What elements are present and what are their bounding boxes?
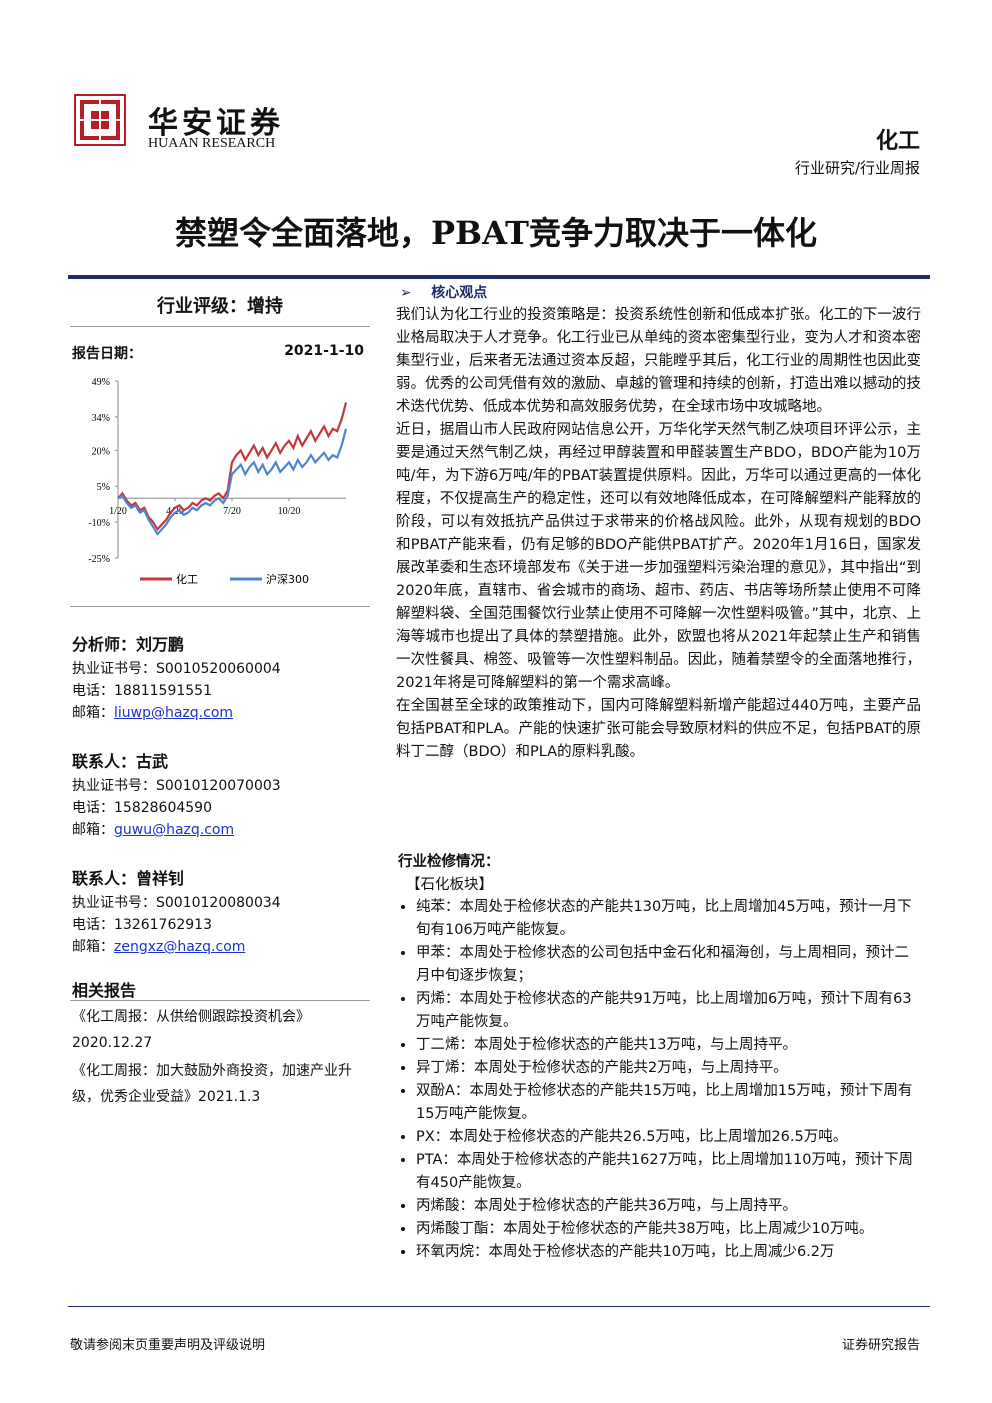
logo-cn: 华安证券 (148, 106, 284, 141)
footer-rule (68, 1306, 930, 1307)
report-type: 行业研究/行业周报 (794, 159, 920, 177)
contact-cert: 执业证书号：S0010520060004 (72, 661, 281, 677)
x-tick-label: 10/20 (278, 506, 301, 517)
email[interactable]: guwu@hazq.com (114, 822, 235, 838)
legend-label: 化工 (176, 572, 198, 586)
contact: 分析师：刘万鹏执业证书号：S0010520060004 电话：1881159155… (72, 632, 372, 749)
maint-item: 异丁烯：本周处于检修状态的产能共2万吨，与上周持平。 (416, 1057, 921, 1080)
series-line (117, 402, 348, 532)
y-tick-label: -10% (88, 518, 110, 529)
report-date: 2021-1-10 (284, 343, 364, 359)
y-tick-label: 20% (92, 446, 110, 457)
y-tick-label: 49% (92, 377, 110, 388)
paragraph: 在全国甚至全球的政策推动下，国内可降解塑料新增产能超过440万吨，主要产品包括P… (396, 698, 921, 760)
contacts: 分析师：刘万鹏执业证书号：S0010520060004 电话：1881159155… (72, 632, 372, 983)
maint-title: 行业检修情况： (398, 854, 500, 870)
core-body: 我们认为化工行业的投资策略是：投资系统性创新和低成本扩张。化工的下一波行业格局取… (396, 304, 921, 764)
footer-right: 证券研究报告 (841, 1338, 920, 1353)
contact-phone: 电话：18811591551 (72, 683, 212, 699)
maint-item: PX：本周处于检修状态的产能共26.5万吨，比上周增加26.5万吨。 (416, 1126, 921, 1149)
email-label: 邮箱： (72, 939, 114, 955)
contact-title: 联系人：古武 (72, 752, 169, 771)
report-title: 禁塑令全面落地，PBAT竞争力取决于一体化 (174, 214, 817, 252)
email[interactable]: liuwp@hazq.com (114, 705, 234, 721)
maint-item: 双酚A：本周处于检修状态的产能共15万吨，比上周增加15万吨，预计下周有15万吨… (416, 1080, 921, 1126)
contact-email-row: 邮箱：zengxz@hazq.com (72, 936, 372, 958)
rule (70, 326, 370, 327)
y-tick-label: 34% (92, 413, 110, 424)
paragraph: 近日，据眉山市人民政府网站信息公开，万华化学天然气制乙炔项目环评公示，主要是通过… (396, 422, 921, 691)
contact-title: 联系人：曾祥钊 (72, 869, 185, 888)
email[interactable]: zengxz@hazq.com (114, 939, 246, 955)
y-tick-label: 5% (97, 482, 110, 493)
related-title: 相关报告 (72, 981, 137, 1000)
maint-item: 丙烯酸丁酯：本周处于检修状态的产能共38万吨，比上周减少10万吨。 (416, 1218, 921, 1241)
contact-email-row: 邮箱：guwu@hazq.com (72, 819, 372, 841)
maint-item: 纯苯：本周处于检修状态的产能共130万吨，比上周增加45万吨，预计一月下旬有10… (416, 896, 921, 942)
contact-cert: 执业证书号：S0010120080034 (72, 895, 281, 911)
contact: 联系人：曾祥钊执业证书号：S0010120080034 电话：1326176291… (72, 866, 372, 983)
maint-section: 【石化板块】 (406, 877, 493, 893)
maint-item: 丙烯酸：本周处于检修状态的产能共36万吨，与上周持平。 (416, 1195, 921, 1218)
related-list: 《化工周报：从供给侧跟踪投资机会》2020.12.27 《化工周报：加大鼓励外商投… (72, 1002, 367, 1110)
contact-phone: 电话：15828604590 (72, 800, 212, 816)
maint-item: 甲苯：本周处于检修状态的公司包括中金石化和福海创，与上周相同，预计二月中旬逐步恢… (416, 942, 921, 988)
rule (70, 606, 370, 607)
y-tick-label: -25% (88, 554, 110, 565)
title-rule (68, 275, 930, 279)
contact-email-row: 邮箱：liuwp@hazq.com (72, 702, 372, 724)
maint-item: 丙烯：本周处于检修状态的产能共91万吨，比上周增加6万吨，预计下周有63万吨产能… (416, 988, 921, 1034)
contact-phone: 电话：13261762913 (72, 917, 212, 933)
maint-item: 丁二烯：本周处于检修状态的产能共13万吨，与上周持平。 (416, 1034, 921, 1057)
logo-en: HUAAN RESEARCH (148, 136, 276, 151)
maint-list: 纯苯：本周处于检修状态的产能共130万吨，比上周增加45万吨，预计一月下旬有10… (396, 896, 921, 1264)
core-title: ➢ 核心观点 (400, 285, 488, 301)
email-label: 邮箱： (72, 822, 114, 838)
logo-mark (74, 94, 126, 146)
x-tick-label: 7/20 (223, 506, 241, 517)
footer-left: 敬请参阅末页重要声明及评级说明 (70, 1338, 266, 1353)
date-label: 报告日期： (72, 346, 142, 362)
related-item: 《化工周报：加大鼓励外商投资，加速产业升级，优秀企业受益》2021.1.3 (72, 1063, 352, 1105)
related-item: 《化工周报：从供给侧跟踪投资机会》2020.12.27 (72, 1009, 310, 1051)
contact-cert: 执业证书号：S0010120070003 (72, 778, 281, 794)
maint-item: 环氧丙烷：本周处于检修状态的产能共10万吨，比上周减少6.2万 (416, 1241, 921, 1264)
sector: 化工 (875, 129, 920, 154)
core-title-text: 核心观点 (431, 285, 488, 301)
email-label: 邮箱： (72, 705, 114, 721)
maint-item: PTA：本周处于检修状态的产能共1627万吨，比上周增加110万吨，预计下周有4… (416, 1149, 921, 1195)
rule (70, 1000, 370, 1001)
paragraph: 我们认为化工行业的投资策略是：投资系统性创新和低成本扩张。化工的下一波行业格局取… (396, 307, 921, 415)
legend-label: 沪深300 (266, 572, 309, 586)
series-line (117, 428, 348, 536)
contact: 联系人：古武执业证书号：S0010120070003 电话：15828604590… (72, 749, 372, 866)
contact-title: 分析师：刘万鹏 (72, 635, 185, 654)
x-tick-label: 1/20 (109, 506, 127, 517)
rating: 行业评级：增持 (157, 296, 283, 317)
